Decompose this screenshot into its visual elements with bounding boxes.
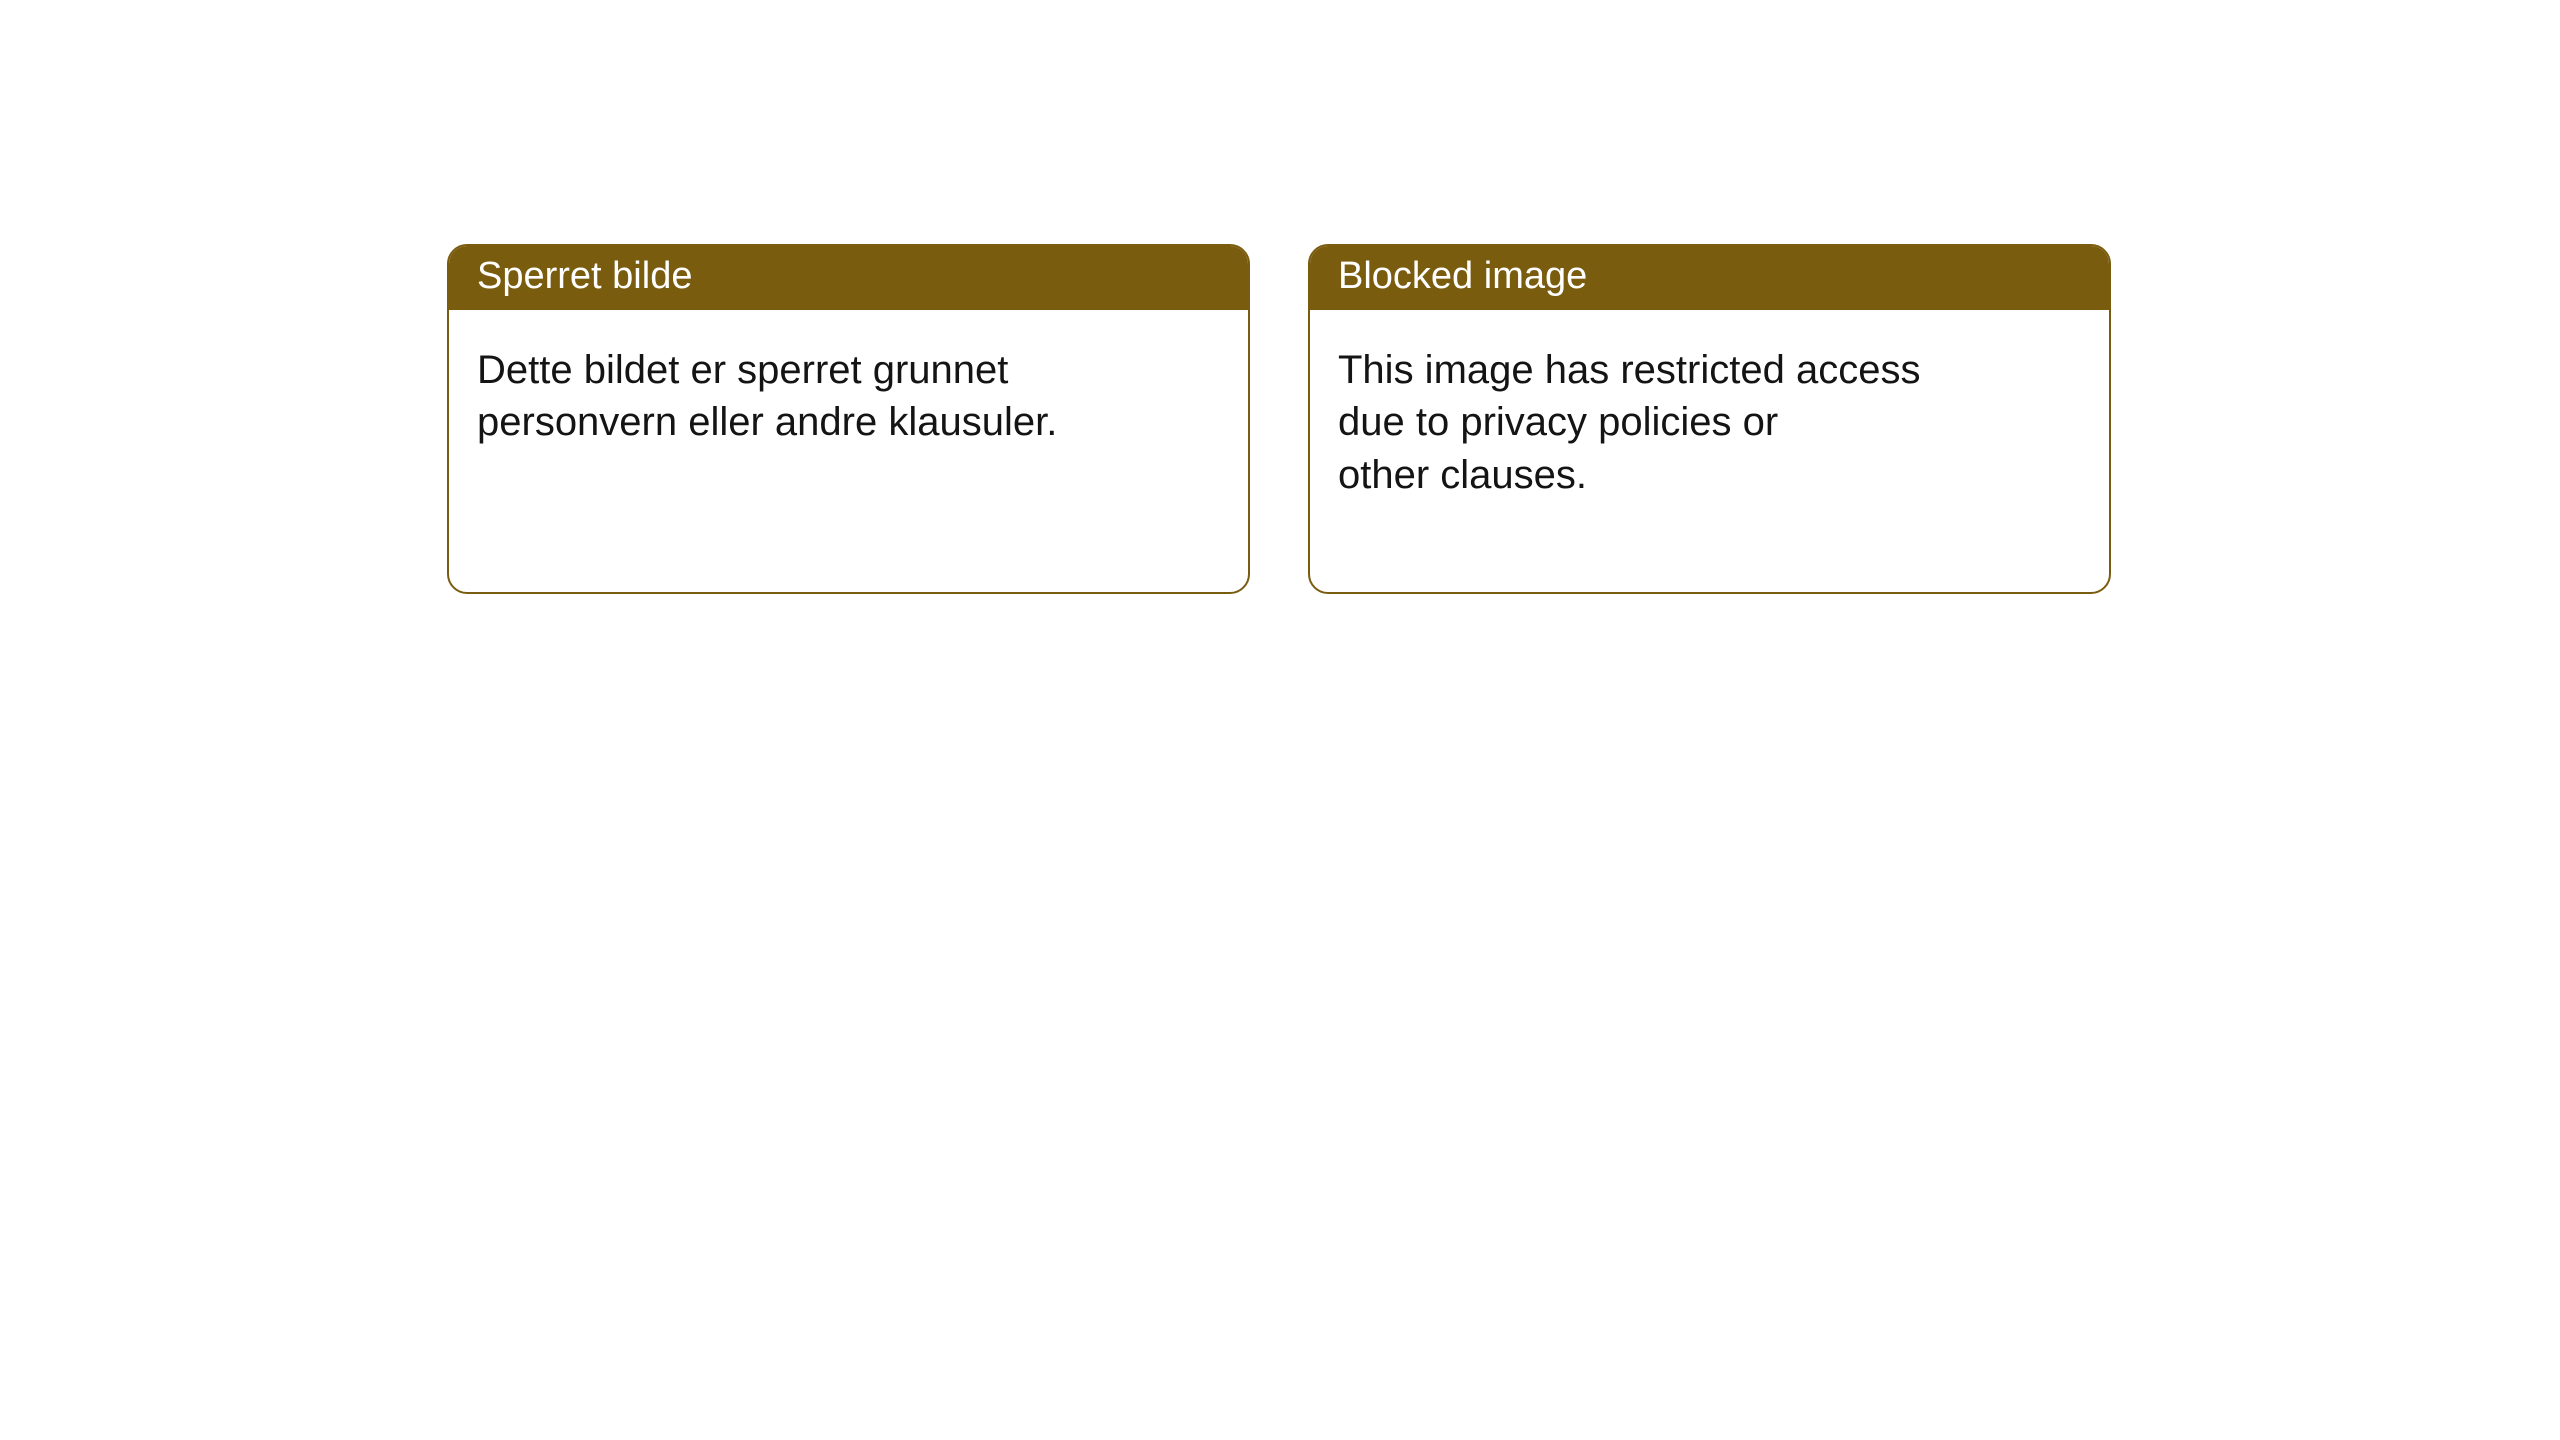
notice-header: Sperret bilde xyxy=(449,246,1248,310)
page-root: Sperret bilde Dette bildet er sperret gr… xyxy=(0,0,2560,1440)
notice-message: Dette bildet er sperret grunnet personve… xyxy=(449,310,1248,540)
notice-card-english: Blocked image This image has restricted … xyxy=(1308,244,2111,594)
notice-card-norwegian: Sperret bilde Dette bildet er sperret gr… xyxy=(447,244,1250,594)
notice-header: Blocked image xyxy=(1310,246,2109,310)
notice-message: This image has restricted access due to … xyxy=(1310,310,2109,592)
notices-row: Sperret bilde Dette bildet er sperret gr… xyxy=(447,244,2560,594)
